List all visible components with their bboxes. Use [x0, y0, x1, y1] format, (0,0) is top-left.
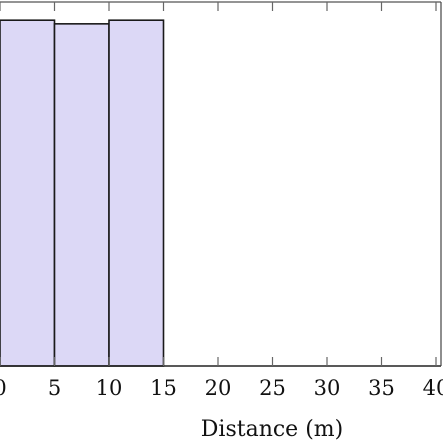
x-tick-label-25: 25 [259, 376, 286, 400]
x-tick-labels-group: 0 5 10 15 20 25 30 35 40 [0, 376, 443, 400]
x-tick-label-20: 20 [205, 376, 232, 400]
x-tick-label-15: 15 [150, 376, 177, 400]
x-tick-label-10: 10 [96, 376, 123, 400]
x-tick-label-0: 0 [0, 376, 7, 400]
axis-frame [0, 1, 442, 367]
x-ticks-group [0, 2, 437, 366]
x-tick-label-30: 30 [314, 376, 341, 400]
histogram-bar-2 [108, 19, 165, 367]
x-tick-label-35: 35 [368, 376, 395, 400]
bars-group [0, 19, 165, 367]
x-tick-label-40: 40 [423, 376, 443, 400]
histogram-bar-1 [53, 23, 110, 367]
histogram-bar-0 [0, 19, 56, 367]
x-axis-label: Distance (m) [201, 417, 343, 442]
x-tick-label-5: 5 [48, 376, 61, 400]
